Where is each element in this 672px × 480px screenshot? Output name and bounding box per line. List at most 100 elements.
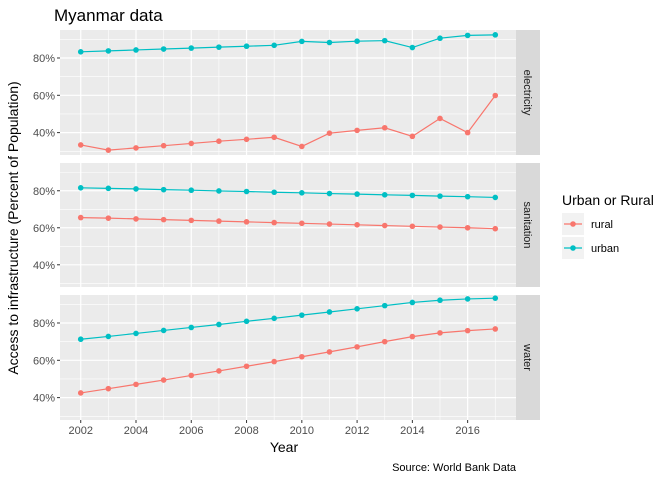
data-point-rural [77,142,84,148]
data-point-urban [160,186,167,193]
legend-title: Urban or Rural [562,192,654,208]
data-point-rural [381,222,388,229]
data-point-urban [271,189,277,196]
x-axis-title: Year [270,439,299,455]
legend-label: urban [591,243,619,255]
data-point-rural [464,327,471,334]
data-point-urban [188,45,195,51]
data-point-urban [133,47,139,53]
facet-panel-electricity: 40% 60% 80% electricity [33,30,540,155]
data-point-rural [492,225,499,232]
series-line-urban [80,34,496,53]
data-point-urban [437,297,443,304]
series-line-urban [80,297,496,340]
data-point-urban [409,299,416,306]
legend-key-point [570,245,576,251]
data-point-urban [492,295,499,301]
data-point-rural [437,224,443,230]
data-point-urban [437,193,443,199]
data-point-urban [160,327,167,334]
data-point-rural [326,221,333,227]
data-point-rural [381,338,388,345]
data-point-urban [216,321,222,328]
data-point-urban [216,44,222,50]
facet-strip [516,163,540,287]
facet-panel-water: 40% 60% 80% water [33,295,540,420]
data-point-rural [409,133,416,140]
data-point-rural [492,326,499,332]
data-point-rural [354,344,360,350]
data-point-rural [77,214,84,221]
data-point-rural [326,349,333,355]
data-point-rural [133,145,139,151]
data-point-urban [354,191,360,197]
y-axis-title: Access to infrastructure (Percent of Pop… [5,81,21,374]
data-point-urban [77,185,84,191]
data-point-rural [492,92,499,99]
panel-background [60,295,516,420]
data-point-rural [409,223,416,230]
data-point-rural [271,219,277,226]
facet-panels: 40%60%80%electricity40%60%80%sanitation4… [33,30,540,420]
data-point-urban [381,302,388,309]
x-tick-label: 2006 [179,425,203,437]
data-point-rural [216,138,222,144]
data-point-rural [243,136,250,143]
data-point-rural [354,127,360,134]
data-point-urban [299,312,305,318]
y-tick-label: 40% [33,128,55,140]
data-point-urban [326,309,333,315]
data-point-urban [299,190,305,196]
y-tick-label: 60% [33,90,55,102]
data-point-urban [381,192,388,198]
data-point-rural [271,134,277,141]
data-point-urban [105,333,112,340]
series-line-rural [80,95,496,151]
data-point-rural [299,353,305,360]
data-point-rural [437,330,443,336]
data-point-urban [326,190,333,197]
data-point-rural [105,385,112,392]
data-point-urban [243,43,250,50]
x-tick-label: 2016 [455,425,479,437]
data-point-rural [271,358,277,365]
panel-background [60,30,516,155]
data-point-rural [160,216,167,223]
data-point-rural [77,390,84,396]
data-point-rural [216,368,222,374]
data-point-rural [188,372,195,379]
data-point-urban [492,194,499,201]
data-point-rural [243,219,250,225]
data-point-rural [216,218,222,224]
data-point-urban [437,35,443,42]
data-point-urban [77,49,84,55]
data-point-urban [492,32,499,38]
data-point-urban [105,48,112,54]
data-point-rural [409,333,416,340]
data-point-rural [160,377,167,383]
facet-panel-sanitation: 40% 60% 80% sanitation [33,163,540,287]
data-point-urban [464,296,471,302]
data-point-rural [326,130,333,136]
data-point-rural [105,215,112,221]
x-tick-label: 2012 [345,425,369,437]
data-point-urban [271,42,277,49]
data-point-urban [354,38,360,44]
legend-item-urban: urban [562,237,619,259]
facet-strip-label: sanitation [521,201,533,248]
y-tick-label: 60% [33,223,55,235]
data-point-urban [464,193,471,200]
data-point-rural [464,129,471,136]
data-point-rural [437,115,443,122]
y-tick-label: 40% [33,393,55,405]
series-line-urban [80,187,496,199]
legend-label: rural [591,219,613,231]
data-point-urban [299,38,305,45]
data-point-urban [188,187,195,194]
legend-item-rural: rural [562,213,613,235]
x-tick-label: 2010 [290,425,314,437]
caption: Source: World Bank Data [392,462,517,474]
data-point-urban [409,44,416,51]
data-point-urban [160,46,167,52]
